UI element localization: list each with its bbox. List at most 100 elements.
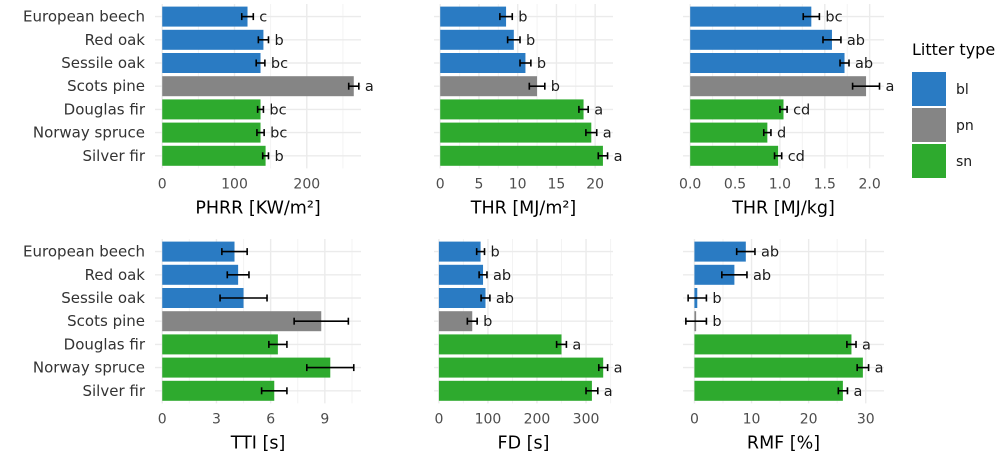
significance-letter: a [572,337,581,353]
category-label: Silver fir [82,382,145,400]
x-tick-label: 0 [158,176,167,192]
x-tick-label: 100 [475,411,502,427]
significance-letter: ab [855,56,873,72]
bar-european-beech [694,241,746,262]
category-label: Sessile oak [61,54,145,72]
bar-red-oak [690,29,832,50]
bar-scots-pine [438,311,473,332]
bar-silver-fir [162,380,275,401]
legend-key-sn [912,144,946,178]
bar-red-oak [438,264,484,285]
significance-letter: b [518,10,527,26]
category-label: European beech [23,8,145,26]
bar-european-beech [162,241,235,262]
bar-norway-spruce [694,357,863,378]
significance-letter: d [777,126,786,142]
significance-letter: a [875,361,884,377]
legend-label-pn: pn [956,118,974,134]
bar-silver-fir [438,380,592,401]
bar-red-oak [440,29,514,50]
bar-european-beech [438,241,481,262]
significance-letter: b [712,314,721,330]
significance-letter: a [614,149,623,165]
significance-letter: bc [271,56,288,72]
significance-letter: b [483,314,492,330]
x-axis-title: THR [MJ/kg] [731,198,835,218]
x-tick-label: 10 [509,176,527,192]
significance-letter: ab [761,245,779,261]
significance-letter: a [604,384,613,400]
bar-european-beech [440,6,507,27]
x-tick-label: 300 [573,411,600,427]
category-label: Douglas fir [64,100,146,118]
significance-letter: cd [793,102,810,118]
bar-norway-spruce [162,122,261,143]
bar-norway-spruce [438,357,604,378]
bar-scots-pine [440,76,538,97]
significance-letter: ab [496,291,514,307]
x-tick-label: 20 [800,411,818,427]
significance-letter: a [853,384,862,400]
x-tick-label: 0 [436,176,445,192]
x-tick-label: 0.0 [679,176,701,192]
legend-key-pn [912,108,946,142]
bar-douglas-fir [162,334,278,355]
significance-letter: a [594,102,603,118]
x-tick-label: 0.5 [724,176,746,192]
x-axis-title: TTI [s] [230,433,286,452]
x-tick-label: 1.0 [769,176,791,192]
x-tick-label: 200 [293,176,320,192]
x-tick-label: 100 [221,176,248,192]
x-tick-label: 200 [524,411,551,427]
bar-sessile-oak [438,288,486,308]
x-tick-label: 10 [743,411,761,427]
x-tick-label: 15 [548,176,566,192]
bar-norway-spruce [162,357,331,378]
bar-red-oak [694,264,735,285]
legend: Litter type bl pn sn [912,40,995,178]
x-axis-title: RMF [%] [747,433,820,452]
x-tick-label: 2.0 [859,176,881,192]
bar-european-beech [162,6,248,27]
bar-silver-fir [440,145,603,166]
legend-label-sn: sn [956,154,972,170]
significance-letter: b [526,33,535,49]
significance-letter: a [603,126,612,142]
significance-letter: a [886,79,895,95]
bar-scots-pine [162,311,322,332]
bar-silver-fir [162,145,266,166]
significance-letter: a [862,337,871,353]
x-axis-title: PHRR [KW/m²] [195,198,320,218]
category-label: European beech [23,243,145,261]
category-label: Norway spruce [33,124,145,142]
bar-european-beech [690,6,812,27]
significance-letter: bc [825,10,842,26]
x-tick-label: 9 [320,411,329,427]
x-tick-label: 0 [158,411,167,427]
bar-silver-fir [690,145,779,166]
significance-letter: ab [493,268,511,284]
chart-panel-4: European beech Red oak Sessile oak Scots pi… [23,239,361,452]
category-label: Scots pine [67,77,145,95]
bar-norway-spruce [440,122,592,143]
significance-letter: b [551,79,560,95]
bar-sessile-oak [690,53,845,73]
significance-letter: a [365,79,374,95]
category-label: Douglas fir [64,335,146,353]
bar-douglas-fir [440,99,584,120]
significance-letter: ab [753,268,771,284]
significance-letter: ab [847,33,865,49]
x-tick-label: 5 [474,176,483,192]
significance-letter: b [274,149,283,165]
bar-scots-pine [690,76,867,97]
bar-sessile-oak [162,53,261,73]
bar-douglas-fir [438,334,562,355]
significance-letter: bc [270,126,287,142]
bar-scots-pine [162,76,354,97]
significance-letter: b [712,291,721,307]
